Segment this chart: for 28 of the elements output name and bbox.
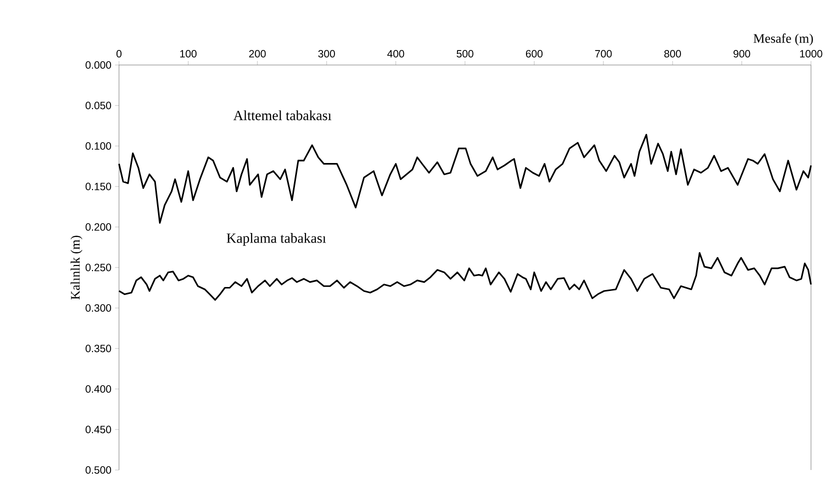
x-tick-label: 500 bbox=[456, 50, 474, 58]
y-tick-label: 0.000 bbox=[86, 61, 112, 69]
x-tick-label: 1000 bbox=[800, 50, 822, 58]
x-tick-label: 300 bbox=[318, 50, 335, 58]
x-tick-label: 700 bbox=[595, 50, 612, 58]
x-tick-label: 400 bbox=[387, 50, 404, 58]
y-tick-label: 0.450 bbox=[86, 426, 112, 434]
x-tick-label: 0 bbox=[116, 50, 122, 58]
y-tick-label: 0.200 bbox=[86, 223, 112, 231]
x-tick-label: 600 bbox=[526, 50, 543, 58]
y-tick-label: 0.100 bbox=[86, 142, 112, 150]
line-series bbox=[118, 252, 812, 301]
y-axis-title: Kalınlık (m) bbox=[70, 236, 82, 300]
x-tick-label: 800 bbox=[664, 50, 681, 58]
y-tick-label: 0.500 bbox=[86, 466, 112, 474]
y-tick-label: 0.150 bbox=[86, 182, 112, 190]
y-tick-label: 0.250 bbox=[86, 264, 112, 272]
y-tick-label: 0.350 bbox=[86, 344, 112, 352]
x-tick-label: 200 bbox=[249, 50, 266, 58]
text: Alttemel tabakası bbox=[233, 110, 332, 120]
x-axis-title: Mesafe (m) bbox=[754, 34, 813, 46]
x-tick-label: 900 bbox=[734, 50, 750, 58]
line-series bbox=[118, 134, 812, 224]
x-tick-label: 100 bbox=[180, 50, 197, 58]
y-tick-label: 0.050 bbox=[86, 102, 112, 110]
y-tick-label: 0.300 bbox=[86, 304, 112, 312]
text: Kaplama tabakası bbox=[226, 233, 326, 246]
y-tick-label: 0.400 bbox=[86, 385, 112, 393]
